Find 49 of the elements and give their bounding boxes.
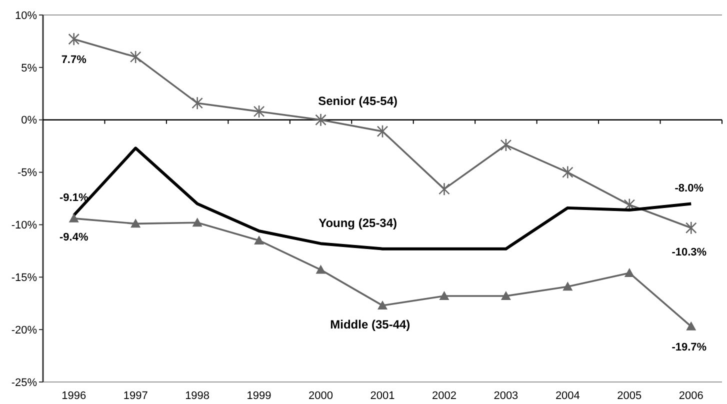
data-label: -19.7% <box>672 341 707 354</box>
y-tick-label: -25% <box>11 376 38 389</box>
x-tick-label: 2000 <box>308 390 334 402</box>
data-label: -8.0% <box>674 182 704 195</box>
point <box>130 218 141 228</box>
point <box>439 291 450 300</box>
series-label: Middle (35-44) <box>330 318 410 332</box>
point <box>562 282 573 291</box>
point <box>253 104 265 118</box>
data-label: -9.1% <box>59 192 88 204</box>
y-tick-label: -20% <box>11 324 38 336</box>
x-tick-label: 2001 <box>370 390 395 402</box>
point <box>254 235 264 244</box>
x-tick-label: 1997 <box>123 390 148 402</box>
y-tick-label: -5% <box>17 167 38 180</box>
point <box>315 113 326 127</box>
x-tick-label: 1996 <box>62 390 86 402</box>
series-label: Young (25-34) <box>318 216 398 230</box>
point <box>500 291 511 300</box>
point <box>68 213 79 222</box>
x-tick-label: 2006 <box>678 390 704 402</box>
point <box>500 138 512 152</box>
x-tick-label: 2002 <box>432 390 456 402</box>
x-tick-label: 2003 <box>494 390 518 402</box>
data-label: -9.4% <box>59 231 88 244</box>
point <box>192 218 202 227</box>
x-tick-label: 1999 <box>246 390 272 402</box>
y-tick-label: 5% <box>21 62 38 74</box>
point <box>316 264 326 274</box>
data-label: 7.7% <box>61 54 87 66</box>
y-tick-label: -10% <box>11 220 38 232</box>
x-tick-label: 2004 <box>555 390 580 402</box>
point <box>686 321 696 330</box>
point <box>68 32 80 46</box>
y-tick-label: -15% <box>11 272 38 284</box>
y-tick-label: 0% <box>21 114 38 127</box>
point <box>685 221 697 235</box>
point <box>562 166 574 179</box>
point <box>378 300 388 310</box>
x-tick-label: 1998 <box>185 390 210 402</box>
point <box>130 50 142 64</box>
series-label: Senior (45-54) <box>318 94 398 108</box>
point <box>376 124 388 138</box>
x-tick-label: 2005 <box>617 390 642 402</box>
data-label: -10.3% <box>672 246 707 259</box>
point <box>438 182 450 196</box>
point <box>624 268 634 277</box>
y-tick-label: 10% <box>14 10 38 22</box>
point <box>192 96 203 110</box>
